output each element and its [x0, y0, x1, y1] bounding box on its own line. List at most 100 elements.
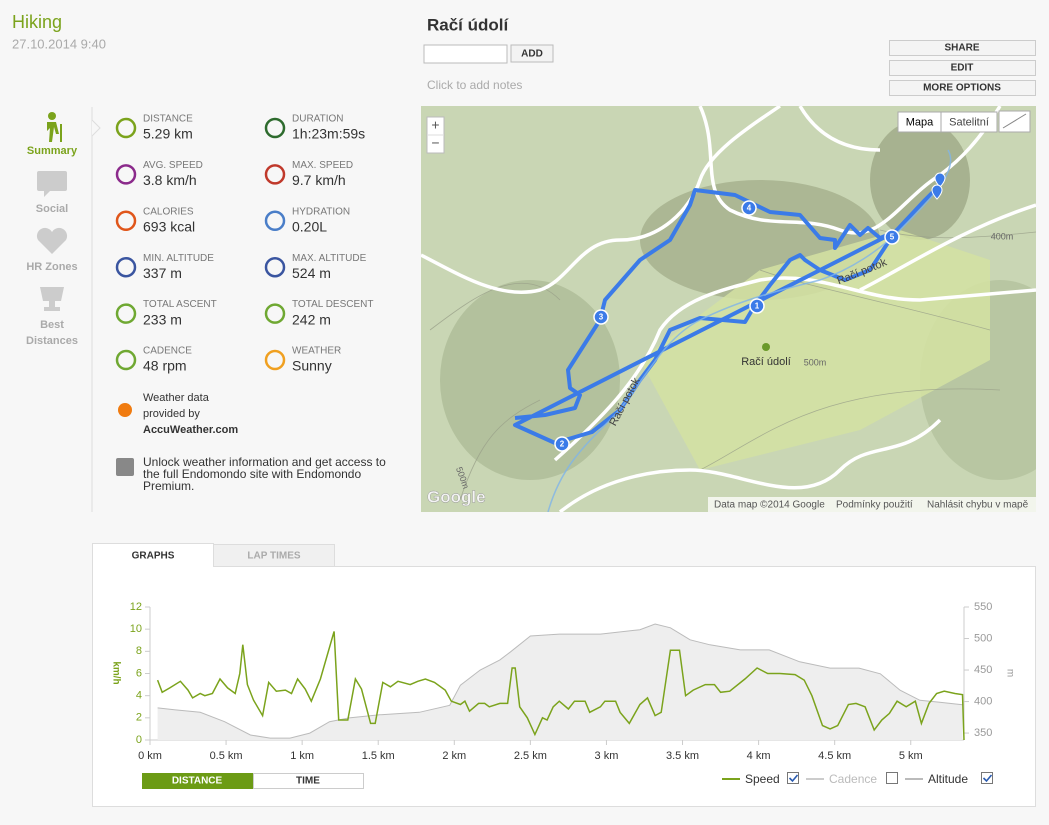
legend-label: Speed [745, 772, 780, 786]
sidebar-item[interactable]: Summary [27, 145, 78, 157]
map-footer[interactable]: Nahlásit chybu v mapě [927, 500, 1029, 511]
y-tick-label: 0 [136, 734, 142, 746]
y-tick-label: 8 [136, 645, 142, 657]
legend-label: Altitude [928, 772, 968, 786]
y2-tick-label: 350 [974, 727, 992, 739]
y2-axis-title: m [1004, 669, 1015, 677]
altitude-area [157, 624, 963, 740]
add-button[interactable] [510, 44, 554, 63]
stat-icon [264, 256, 286, 278]
stat-icon [115, 256, 137, 278]
x-tick-label: 2 km [442, 750, 466, 762]
stat-label: CADENCE [143, 346, 192, 357]
legend-checkbox[interactable] [787, 772, 799, 784]
speed-line [156, 631, 965, 741]
social-icon-tail [44, 191, 50, 197]
stat-icon [264, 164, 286, 185]
stat-value: 233 m [143, 311, 182, 327]
zoom-in[interactable]: + [431, 117, 439, 133]
sidebar-item[interactable]: Social [36, 203, 68, 215]
stat-icon [115, 349, 137, 371]
x-tick-label: 3 km [595, 750, 619, 762]
stat-label: TOTAL ASCENT [143, 299, 217, 310]
stat-value: 3.8 km/h [143, 172, 197, 188]
y-tick-label: 12 [130, 601, 142, 613]
x-tick-label: 2.5 km [514, 750, 547, 762]
route-marker[interactable] [593, 309, 609, 325]
social-icon [37, 171, 67, 191]
stat-icon [264, 210, 286, 232]
toggle-label: DISTANCE [172, 776, 223, 787]
stat-icon [264, 349, 286, 371]
y-tick-label: 2 [136, 712, 142, 724]
altitude-line [157, 623, 963, 739]
sidebar-item[interactable]: Best [40, 319, 64, 331]
y2-tick-label: 550 [974, 601, 992, 613]
toggle-label: TIME [296, 776, 320, 787]
route-marker-label: 3 [599, 313, 604, 322]
toggle-time[interactable] [253, 773, 364, 789]
legend-label: Cadence [829, 772, 877, 786]
stat-value: 524 m [292, 265, 331, 281]
tab-active[interactable] [92, 543, 214, 568]
sidebar-item[interactable]: Distances [26, 335, 78, 347]
legend-check [982, 774, 993, 783]
summary-icon [47, 112, 62, 142]
stat-value: 48 rpm [143, 358, 187, 374]
stat-label: MIN. ALTITUDE [143, 253, 214, 264]
premium-icon [116, 458, 134, 476]
route-marker[interactable] [749, 298, 765, 314]
route-marker[interactable] [884, 229, 900, 245]
trophy-icon [40, 287, 64, 311]
route-marker[interactable] [554, 436, 570, 452]
x-tick-label: 0 km [138, 750, 162, 762]
y-tick-label: 10 [130, 623, 142, 635]
stat-label: TOTAL DESCENT [292, 299, 374, 310]
map-type[interactable]: Mapa [906, 116, 934, 128]
date: 27.10.2014 9:40 [12, 36, 106, 51]
stat-icon [115, 164, 137, 185]
x-tick-label: 0.5 km [210, 750, 243, 762]
x-tick-label: 4 km [747, 750, 771, 762]
header-button[interactable] [889, 40, 1036, 56]
notes-input[interactable] [423, 44, 508, 64]
stat-label: CALORIES [143, 206, 194, 217]
stat-icon [115, 303, 137, 324]
stat-icon [264, 303, 286, 324]
route-marker-label: 2 [560, 440, 565, 449]
map-logo: Google [427, 487, 486, 506]
weather-credit: Weather data [143, 392, 210, 404]
header-button[interactable] [889, 60, 1036, 76]
stat-value: 0.20L [292, 219, 327, 235]
premium-note: Unlock weather information and get acces… [143, 455, 386, 469]
weather-link[interactable]: AccuWeather.com [143, 424, 238, 436]
stat-label: MAX. SPEED [292, 160, 353, 171]
add-label: ADD [521, 49, 543, 60]
y-axis-title: km/h [110, 661, 121, 684]
y2-tick-label: 400 [974, 695, 992, 707]
stat-value: 1h:23m:59s [292, 126, 365, 142]
header-button-label: SHARE [944, 43, 979, 54]
tab-label: LAP TIMES [247, 551, 300, 562]
sidebar-item[interactable]: HR Zones [26, 261, 77, 273]
legend-checkbox[interactable] [981, 772, 993, 784]
zoom-out[interactable]: − [431, 135, 439, 151]
header-button[interactable] [889, 80, 1036, 96]
stat-label: DISTANCE [143, 114, 193, 125]
y2-tick-label: 500 [974, 632, 992, 644]
weather-credit: provided by [143, 408, 200, 420]
route-marker[interactable] [741, 200, 757, 216]
stat-icon [115, 117, 137, 139]
map-type[interactable]: Satelitní [949, 116, 989, 128]
notes[interactable]: Click to add notes [427, 78, 522, 92]
map-label: 500m [804, 357, 827, 367]
tab-label: GRAPHS [132, 551, 175, 562]
map-footer[interactable]: Podmínky použití [836, 500, 913, 511]
stat-value: 693 kcal [143, 219, 195, 235]
hr-icon [36, 227, 68, 254]
toggle-distance[interactable] [142, 773, 253, 789]
stat-value: Sunny [292, 358, 332, 374]
activity: Hiking [12, 12, 62, 32]
legend-checkbox[interactable] [886, 772, 898, 784]
